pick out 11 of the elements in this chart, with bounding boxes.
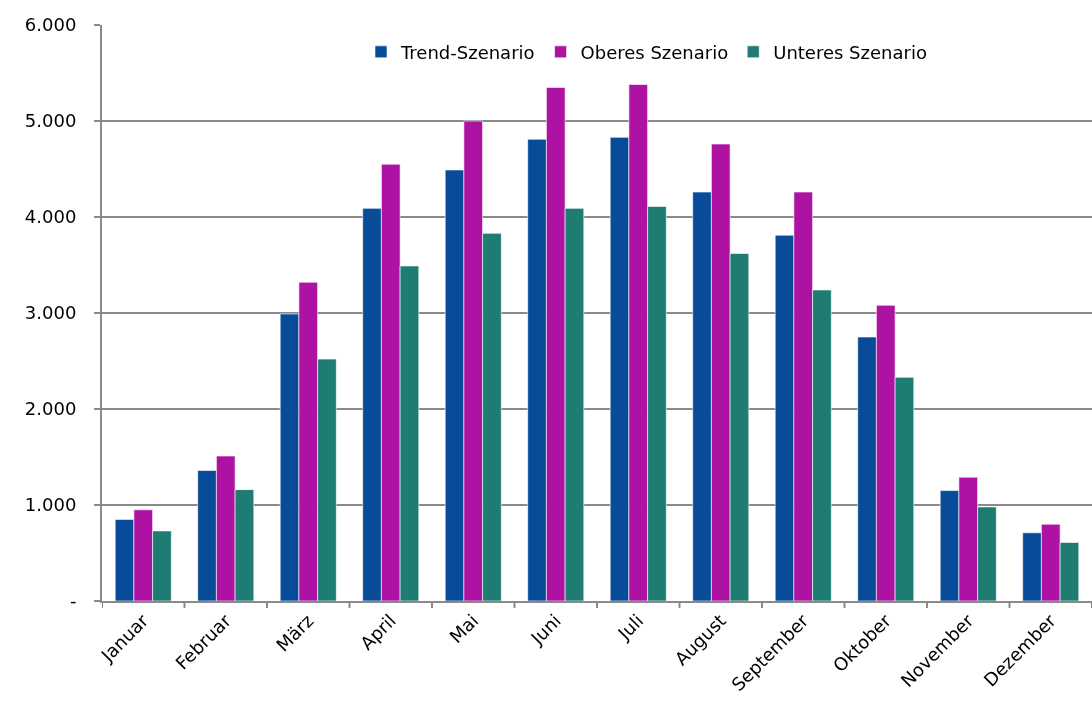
y-tick-label: -	[69, 590, 77, 612]
y-tick-label: 5.000	[24, 110, 77, 132]
y-tick-label: 1.000	[24, 494, 77, 516]
y-tick-label: 4.000	[24, 206, 77, 228]
y-tick-label: 3.000	[24, 302, 77, 324]
y-tick-label: 2.000	[24, 398, 77, 420]
legend-label: Unteres Szenario	[773, 41, 927, 63]
y-tick-label: 6.000	[24, 14, 77, 36]
legend-label: Trend-Szenario	[400, 41, 535, 63]
legend-label: Oberes Szenario	[580, 41, 729, 63]
x-tick-label: Mai	[445, 609, 483, 648]
